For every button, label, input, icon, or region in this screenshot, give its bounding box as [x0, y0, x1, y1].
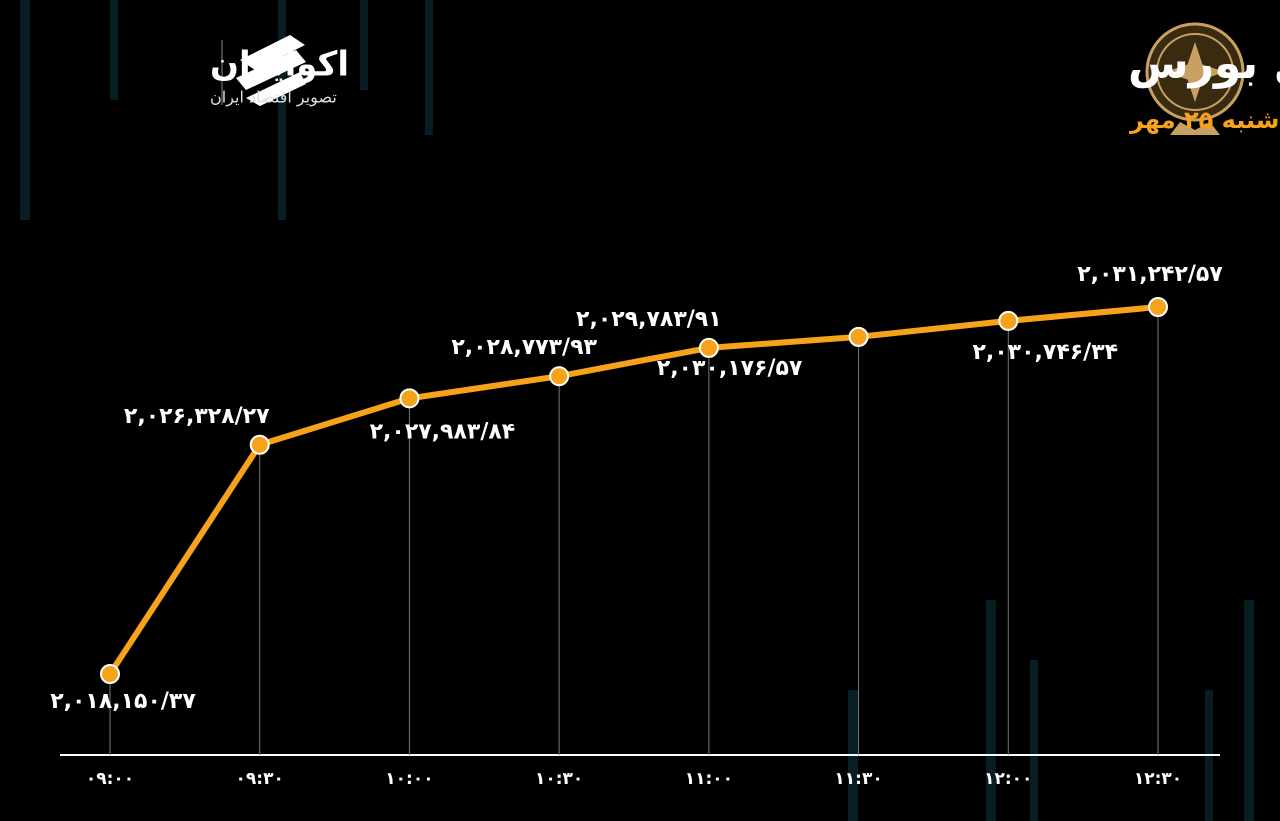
point [399, 388, 420, 409]
x-tick-label: ۱۰:۳۰ [535, 769, 583, 789]
chart-subtitle: سه‌شنبه ۲۵ مهر [1129, 106, 1280, 134]
value-label: ۲,۰۲۷,۹۸۳/۸۴ [370, 419, 516, 444]
point [998, 310, 1019, 331]
value-label: ۲,۰۲۹,۷۸۳/۹۱ [576, 307, 722, 332]
bourse-logo [1145, 22, 1245, 135]
point [100, 664, 120, 684]
brand-logo [221, 35, 306, 106]
brand-tagline: تصویر اقتصاد ایران [210, 88, 337, 108]
x-tick-label: ۰۹:۰۰ [86, 769, 134, 789]
point [249, 434, 270, 455]
chart-title: روند شاخص کل بورس [1128, 38, 1280, 89]
value-label: ۲,۰۲۸,۷۷۳/۹۳ [451, 335, 597, 360]
x-tick-label: ۱۰:۰۰ [385, 769, 433, 789]
x-tick-label: ۰۹:۳۰ [236, 769, 284, 789]
point [1148, 297, 1168, 317]
value-label: ۲,۰۳۰,۱۷۶/۵۷ [657, 356, 803, 381]
point [549, 366, 570, 387]
line [107, 304, 1159, 676]
brand-name: اکوایران [210, 45, 349, 85]
value-label: ۲,۰۳۰,۷۴۶/۳۴ [972, 340, 1118, 365]
x-tick-label: ۱۲:۰۰ [984, 769, 1032, 789]
point [848, 326, 869, 347]
value-label: ۲,۰۱۸,۱۵۰/۳۷ [50, 689, 196, 714]
x-tick-label: ۱۲:۳۰ [1134, 769, 1182, 789]
point [698, 337, 719, 358]
value-label: ۲,۰۲۶,۳۲۸/۲۷ [124, 404, 270, 429]
x-tick-label: ۱۱:۰۰ [685, 769, 733, 789]
x-tick-label: ۱۱:۳۰ [834, 769, 882, 789]
value-label: ۲,۰۳۱,۲۴۲/۵۷ [1077, 262, 1223, 287]
